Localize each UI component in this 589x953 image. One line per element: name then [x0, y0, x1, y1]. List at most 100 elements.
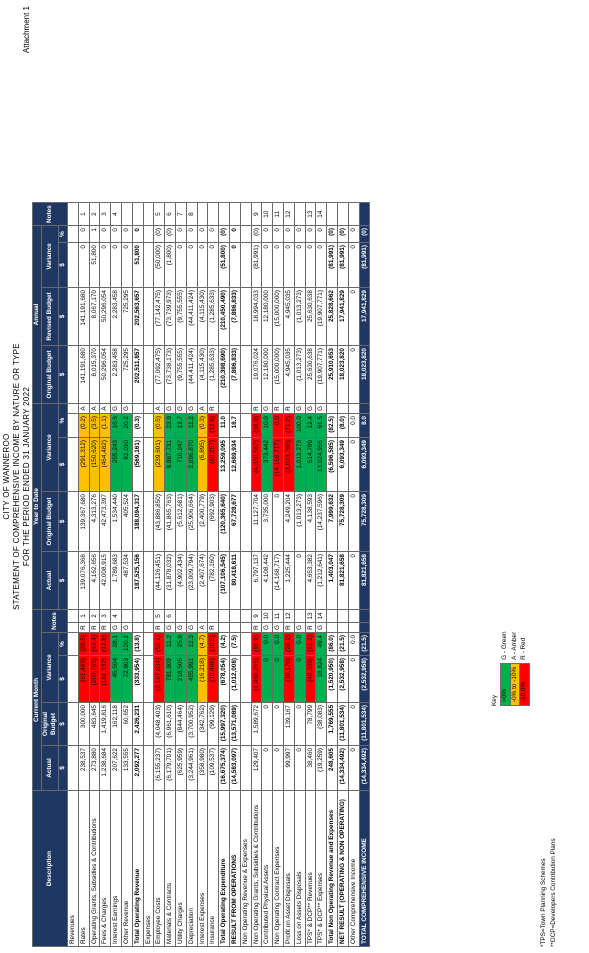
cell-an-orig: (7,886,833): [229, 345, 241, 404]
cell-cm-var: (40,339): [305, 655, 316, 703]
cell-cm-rag: G: [272, 622, 284, 633]
row-description: Revenues: [67, 790, 79, 947]
cell-ytd-bud: 0: [348, 491, 360, 552]
cell-ytd-var: 9,987,731: [164, 437, 176, 492]
group-annual: Annual: [32, 225, 42, 404]
col-ytd-actual: Actual: [41, 551, 59, 610]
cell-ytd-rag: G: [315, 403, 327, 414]
col-an-variance: Variance: [41, 225, 59, 288]
cell-an-orig: 4,945,035: [283, 345, 295, 404]
cell-ytd-var: (569,161): [132, 437, 144, 492]
cell-cm-pct: 28.1: [110, 632, 122, 656]
cell-ytd-rag: A: [99, 403, 111, 414]
cell-cm-bud: 1,589,672: [251, 702, 262, 746]
cell-an-pct: (0): [359, 225, 370, 243]
unit-dollar: $: [58, 551, 68, 610]
cell-cm-var: (10,408): [207, 655, 219, 703]
cell-cm-pct: [143, 632, 154, 656]
cell-cm-note: [240, 609, 252, 623]
row-description: Non Operating Grants, Subsidies & Contri…: [251, 790, 262, 947]
cell-ytd-rag: G: [305, 403, 316, 414]
cell-cm-var: (209,765): [89, 655, 100, 703]
cell-cm-act: (16,675,374): [218, 745, 230, 791]
cell-an-orig: 141,191,680: [78, 345, 90, 404]
income-statement-table: Description Current Month Year to Date A…: [32, 202, 370, 947]
cell-an-pct: 0: [305, 225, 316, 243]
cell-an-rev: (73,739,973): [164, 287, 176, 346]
table-row: Non Operating Contract Expenses 0 0 0 0.0 G 11…: [272, 202, 284, 947]
cell-an-orig: 0: [348, 345, 360, 404]
cell-ytd-var: (6,895): [197, 437, 208, 492]
table-row: Profit on Asset Disposals 99,997 139,167 (3…: [283, 202, 295, 947]
cell-ytd-rag: [240, 403, 252, 414]
cell-cm-note: 12: [283, 609, 295, 623]
cell-cm-act: 0: [294, 745, 306, 791]
cell-ytd-bud: [67, 491, 79, 552]
cell-an-orig: 8,015,370: [89, 345, 100, 404]
cell-ytd-bud: (1,013,273): [294, 491, 306, 552]
cell-ytd-var: 514,789: [305, 437, 316, 492]
cell-ytd-rag: A: [153, 403, 165, 414]
cell-an-pct: 0: [207, 225, 219, 243]
cell-an-orig: (73,738,173): [164, 345, 176, 404]
cell-note: [207, 202, 219, 226]
cell-note: [294, 202, 306, 226]
cell-ytd-rag: [359, 403, 370, 414]
cell-ytd-act: 0: [348, 551, 360, 610]
cell-an-var: 0: [175, 242, 187, 288]
cell-ytd-var: (6,596,585): [326, 437, 338, 492]
cell-ytd-bud: 75,728,309: [337, 491, 349, 552]
cell-ytd-bud: 4,249,204: [283, 491, 295, 552]
attachment-label: Attachment 1: [22, 6, 31, 54]
cell-cm-act: (109,537): [207, 745, 219, 791]
cell-note: 11: [272, 202, 284, 226]
cell-an-orig: 202,511,857: [132, 345, 144, 404]
cell-an-pct: 0: [132, 225, 144, 243]
cell-note: [337, 202, 349, 226]
cell-ytd-rag: [326, 403, 338, 414]
cell-an-var: [67, 242, 79, 288]
cell-cm-var: (2,532,958): [337, 655, 349, 703]
cell-ytd-var: (3,023,760): [283, 437, 295, 492]
cell-an-var: 0: [294, 242, 306, 288]
cell-an-orig: 2,283,458: [110, 345, 122, 404]
cell-ytd-var: (14,168,717): [272, 437, 284, 492]
cell-cm-act: [240, 745, 252, 791]
cell-an-rev: 4,945,035: [283, 287, 295, 346]
table-row: Non Operating Grants, Subsidies & Contri…: [251, 202, 262, 947]
key-row: -10.0% R - Red: [519, 628, 529, 706]
row-description: Total Operating Revenue: [132, 790, 144, 947]
cell-cm-bud: [240, 702, 252, 746]
cell-ytd-var: 2,896,870: [186, 437, 198, 492]
cell-cm-rag: [132, 622, 144, 633]
cell-ytd-act: 1,789,683: [110, 551, 122, 610]
cell-ytd-pct: (0.5): [153, 413, 165, 438]
group-current-month: Current Month: [32, 609, 42, 791]
cell-cm-pct: (13.8): [132, 632, 144, 656]
cell-cm-bud: (15,997,320): [218, 702, 230, 746]
row-description: Interest Earnings: [110, 790, 122, 947]
cell-ytd-pct: 18.7: [229, 413, 241, 438]
cell-an-rev: [67, 287, 79, 346]
cell-an-pct: 0: [261, 225, 273, 243]
row-description: Fees & Charges: [99, 790, 111, 947]
cell-an-rev: 18,994,033: [251, 287, 262, 346]
cell-cm-note: 14: [315, 609, 327, 623]
cell-ytd-bud: 42,473,397: [99, 491, 111, 552]
cell-ytd-pct: 11.2: [186, 413, 198, 438]
cell-cm-rag: [67, 622, 79, 633]
cell-cm-bud: 60,652: [121, 702, 133, 746]
cell-note: 7: [175, 202, 187, 226]
cell-an-pct: [143, 225, 154, 243]
cell-cm-rag: R: [99, 622, 111, 633]
cell-ytd-rag: [337, 403, 349, 414]
cell-ytd-bud: (5,612,681): [175, 491, 187, 552]
cell-ytd-var: 1,013,273: [294, 437, 306, 492]
cell-ytd-act: (44,126,451): [153, 551, 165, 610]
cell-ytd-act: 139,076,368: [78, 551, 90, 610]
cell-ytd-pct: [240, 413, 252, 438]
cell-an-pct: 0: [283, 225, 295, 243]
cell-ytd-var: (464,482): [99, 437, 111, 492]
cell-an-var: (50,000): [153, 242, 165, 288]
cell-cm-pct: [67, 632, 79, 656]
